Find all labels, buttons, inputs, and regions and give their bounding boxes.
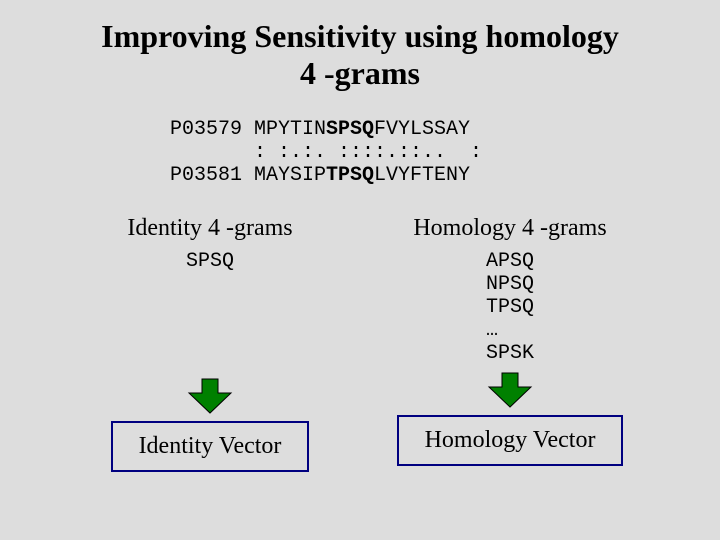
identity-vector-box: Identity Vector bbox=[111, 421, 310, 472]
seq2-pre: MAYSIP bbox=[242, 164, 326, 187]
homology-vector-box: Homology Vector bbox=[397, 415, 624, 466]
title-line-2: 4 -grams bbox=[300, 55, 420, 91]
seq1-post: FVYLSSAY bbox=[374, 118, 470, 141]
seq2-bold: TPSQ bbox=[326, 164, 374, 187]
spacer bbox=[80, 273, 340, 371]
down-arrow-icon bbox=[185, 377, 235, 415]
match-line: : :.:. ::::.::.. : bbox=[170, 141, 482, 164]
seq2-post: LVYFTENY bbox=[374, 164, 470, 187]
seq1-id: P03579 bbox=[170, 118, 242, 141]
homology-arrow-wrap bbox=[380, 371, 640, 409]
slide-title: Improving Sensitivity using homology 4 -… bbox=[0, 0, 720, 92]
seq2-id: P03581 bbox=[170, 164, 242, 187]
identity-grams: SPSQ bbox=[186, 250, 234, 273]
identity-arrow-wrap bbox=[80, 377, 340, 415]
columns: Identity 4 -grams SPSQ Identity Vector H… bbox=[0, 215, 720, 472]
identity-column: Identity 4 -grams SPSQ Identity Vector bbox=[80, 215, 340, 472]
down-arrow-icon bbox=[485, 371, 535, 409]
homology-heading: Homology 4 -grams bbox=[380, 215, 640, 242]
homology-grams: APSQ NPSQ TPSQ … SPSK bbox=[486, 250, 534, 365]
seq1-bold: SPSQ bbox=[326, 118, 374, 141]
homology-column: Homology 4 -grams APSQ NPSQ TPSQ … SPSK … bbox=[380, 215, 640, 472]
sequence-alignment: P03579 MPYTINSPSQFVYLSSAY : :.:. ::::.::… bbox=[170, 118, 550, 187]
identity-heading: Identity 4 -grams bbox=[80, 215, 340, 242]
seq1-pre: MPYTIN bbox=[242, 118, 326, 141]
title-line-1: Improving Sensitivity using homology bbox=[101, 18, 619, 54]
